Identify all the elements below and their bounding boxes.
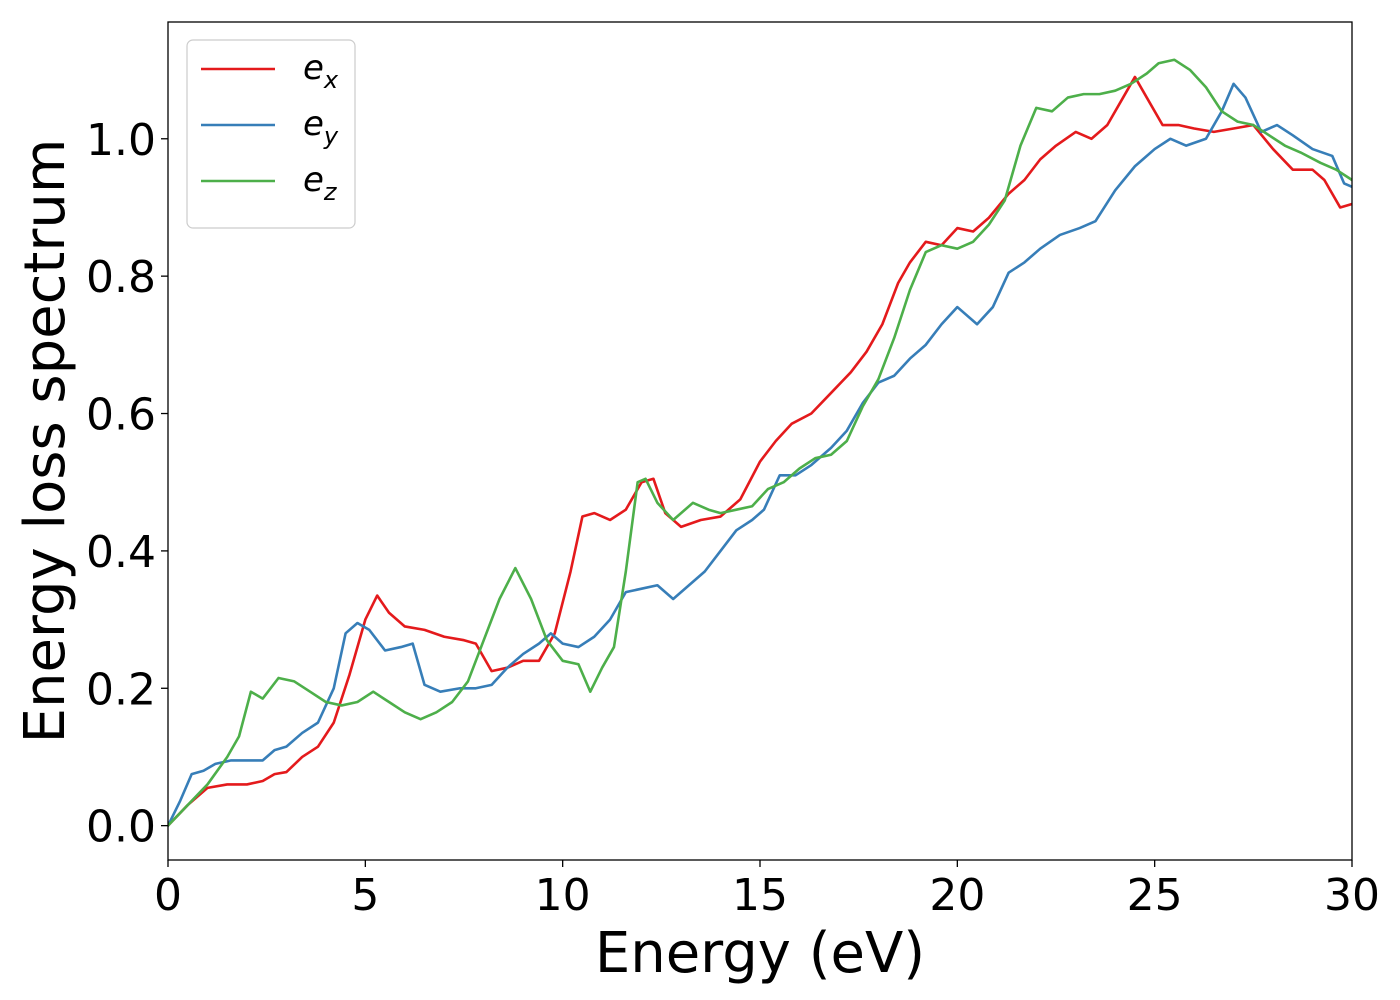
x-axis-title: Energy (eV) (595, 921, 925, 986)
x-tick-label: 15 (732, 870, 788, 921)
x-tick-label: 30 (1324, 870, 1380, 921)
series-line-z (168, 58, 1352, 827)
x-tick-label: 25 (1127, 870, 1183, 921)
series-line-y (168, 82, 1352, 827)
series-line-x (168, 75, 1352, 827)
x-tick-label: 5 (351, 870, 379, 921)
x-tick-label: 0 (154, 870, 182, 921)
y-axis-title: Energy loss spectrum (13, 139, 78, 744)
y-tick-label: 1.0 (86, 115, 156, 166)
y-tick-label: 0.0 (86, 802, 156, 853)
y-tick-label: 0.2 (86, 664, 156, 715)
y-tick-label: 0.4 (86, 527, 156, 578)
x-tick-label: 10 (535, 870, 591, 921)
x-tick-label: 20 (929, 870, 985, 921)
y-tick-label: 0.6 (86, 390, 156, 441)
y-tick-label: 0.8 (86, 252, 156, 303)
axis-ticks: 0 5 10 15 20 25 30 0.0 0.2 0.4 0.6 0.8 1.0 (86, 115, 1380, 921)
series-lines (168, 58, 1352, 827)
